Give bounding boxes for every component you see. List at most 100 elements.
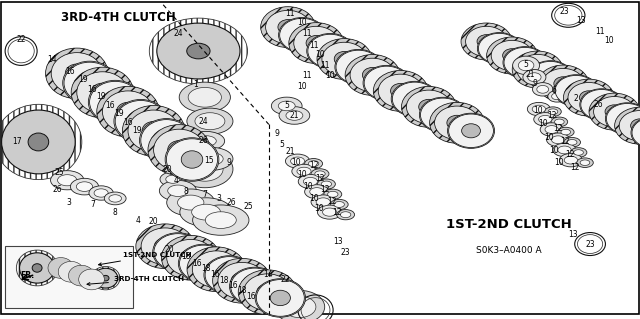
Ellipse shape (605, 105, 624, 118)
Text: 11: 11 (285, 9, 294, 18)
Text: 12: 12 (570, 163, 579, 172)
Ellipse shape (539, 115, 552, 123)
Ellipse shape (51, 171, 84, 190)
Ellipse shape (577, 158, 593, 167)
Ellipse shape (516, 56, 534, 69)
Ellipse shape (614, 107, 640, 144)
Ellipse shape (447, 113, 495, 148)
Ellipse shape (28, 133, 49, 151)
Text: 3RD-4TH CLUTCH: 3RD-4TH CLUTCH (61, 11, 175, 24)
Ellipse shape (518, 60, 534, 71)
Text: 12: 12 (316, 174, 324, 182)
Text: 11: 11 (309, 41, 318, 50)
Ellipse shape (199, 152, 223, 165)
Ellipse shape (270, 290, 291, 306)
Ellipse shape (324, 189, 342, 199)
Text: 10: 10 (308, 194, 319, 203)
Text: 25: 25 (243, 202, 253, 211)
Ellipse shape (187, 247, 246, 292)
Ellipse shape (479, 33, 520, 64)
Ellipse shape (561, 129, 571, 135)
Text: 24: 24 (198, 117, 208, 126)
Ellipse shape (447, 115, 467, 130)
Ellipse shape (218, 262, 266, 299)
Text: 11: 11 (596, 27, 605, 36)
Text: 14: 14 (47, 55, 58, 63)
Ellipse shape (570, 148, 587, 157)
Ellipse shape (503, 47, 547, 78)
Text: 10: 10 (291, 158, 301, 167)
Text: 23: 23 (340, 248, 351, 257)
Ellipse shape (502, 49, 522, 62)
Ellipse shape (65, 64, 88, 83)
Ellipse shape (93, 268, 118, 288)
Ellipse shape (294, 26, 339, 60)
Ellipse shape (392, 82, 437, 116)
Ellipse shape (1, 110, 76, 174)
Ellipse shape (286, 111, 303, 120)
Ellipse shape (115, 100, 166, 142)
Text: 16: 16 (228, 281, 238, 290)
Text: 19: 19 (114, 109, 124, 118)
Text: 12: 12 (332, 208, 341, 217)
Text: 10: 10 (532, 106, 543, 115)
Text: 20: 20 (164, 245, 175, 254)
Ellipse shape (548, 91, 566, 102)
Text: 9: 9 (227, 158, 232, 167)
Ellipse shape (186, 157, 223, 181)
Text: 10: 10 (297, 18, 307, 27)
Ellipse shape (529, 61, 572, 93)
Text: 26: 26 (227, 198, 237, 207)
Ellipse shape (568, 83, 610, 113)
Ellipse shape (492, 41, 532, 71)
Ellipse shape (537, 85, 548, 93)
Ellipse shape (116, 102, 140, 121)
Ellipse shape (513, 56, 540, 75)
Ellipse shape (154, 234, 202, 270)
Ellipse shape (552, 136, 564, 144)
Ellipse shape (79, 74, 100, 92)
Text: 10: 10 (538, 119, 548, 128)
Ellipse shape (187, 43, 210, 59)
Ellipse shape (51, 53, 102, 94)
Ellipse shape (419, 97, 467, 132)
Ellipse shape (543, 69, 584, 99)
Text: 12: 12 (565, 150, 574, 159)
Bar (5, 246, 133, 308)
Ellipse shape (122, 106, 185, 156)
Text: 9: 9 (274, 129, 279, 138)
Ellipse shape (534, 113, 557, 126)
Ellipse shape (70, 178, 99, 195)
Text: 16: 16 (192, 259, 202, 268)
Ellipse shape (556, 76, 596, 106)
Ellipse shape (104, 93, 126, 111)
Text: 16: 16 (105, 101, 115, 110)
Ellipse shape (553, 143, 576, 157)
Text: 20: 20 (163, 165, 173, 174)
Ellipse shape (128, 110, 179, 152)
Ellipse shape (317, 205, 342, 219)
Ellipse shape (512, 51, 563, 88)
Ellipse shape (166, 139, 218, 180)
Ellipse shape (260, 7, 316, 48)
Ellipse shape (477, 35, 496, 48)
Text: 10: 10 (554, 158, 564, 167)
Text: 16: 16 (210, 270, 220, 279)
Text: 24: 24 (173, 29, 183, 38)
Ellipse shape (337, 210, 355, 220)
Ellipse shape (527, 102, 550, 116)
Ellipse shape (195, 113, 225, 130)
Ellipse shape (231, 272, 253, 289)
Ellipse shape (181, 151, 203, 168)
Ellipse shape (187, 108, 233, 134)
Ellipse shape (620, 111, 640, 141)
Ellipse shape (89, 186, 113, 200)
Ellipse shape (140, 119, 193, 162)
Ellipse shape (334, 202, 344, 207)
Ellipse shape (306, 35, 326, 51)
Ellipse shape (212, 258, 271, 303)
Ellipse shape (554, 119, 564, 125)
Ellipse shape (538, 65, 589, 102)
Ellipse shape (88, 80, 142, 124)
Ellipse shape (141, 120, 192, 161)
